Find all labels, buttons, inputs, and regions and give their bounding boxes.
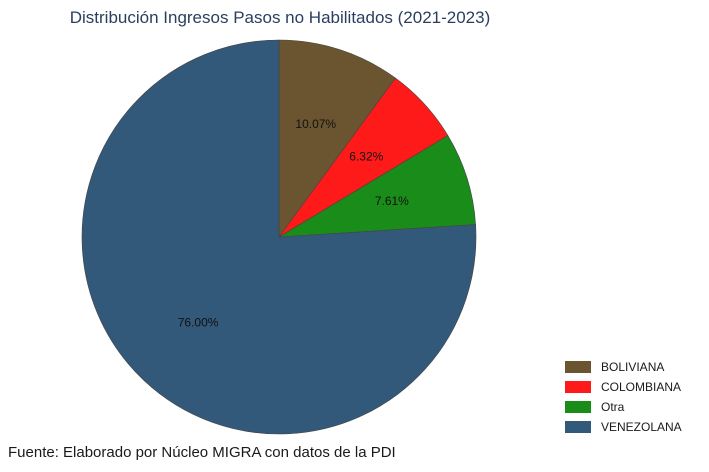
legend-item-venezolana: VENEZOLANA — [565, 417, 705, 437]
pie-slice-otra — [278, 135, 476, 238]
legend-label: Otra — [601, 400, 625, 414]
legend: BOLIVIANA COLOMBIANA Otra VENEZOLANA — [565, 357, 705, 437]
chart-title: Distribución Ingresos Pasos no Habilitad… — [69, 8, 491, 27]
legend-item-otra: Otra — [565, 397, 705, 417]
legend-label: VENEZOLANA — [601, 420, 682, 434]
legend-item-colombiana: COLOMBIANA — [565, 377, 705, 397]
pie-slice-boliviana — [278, 39, 396, 238]
legend-label: BOLIVIANA — [601, 360, 665, 374]
legend-label: COLOMBIANA — [601, 380, 682, 394]
legend-swatch — [565, 401, 591, 413]
legend-swatch — [565, 421, 591, 433]
legend-swatch — [565, 381, 591, 393]
legend-swatch — [565, 361, 591, 373]
slice-label-otra: 7.61% — [375, 194, 409, 208]
slice-label-colombiana: 6.32% — [349, 150, 383, 164]
slice-label-venezolana: 76.00% — [178, 315, 219, 329]
legend-item-boliviana: BOLIVIANA — [565, 357, 705, 377]
slice-label-boliviana: 10.07% — [295, 117, 336, 131]
pie-slice-venezolana — [81, 39, 477, 435]
source-note: Fuente: Elaborado por Núcleo MIGRA con d… — [8, 444, 396, 461]
